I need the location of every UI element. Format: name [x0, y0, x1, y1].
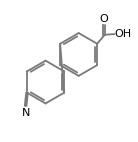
Text: N: N	[21, 107, 30, 117]
Text: O: O	[100, 14, 108, 24]
Text: OH: OH	[115, 29, 132, 39]
